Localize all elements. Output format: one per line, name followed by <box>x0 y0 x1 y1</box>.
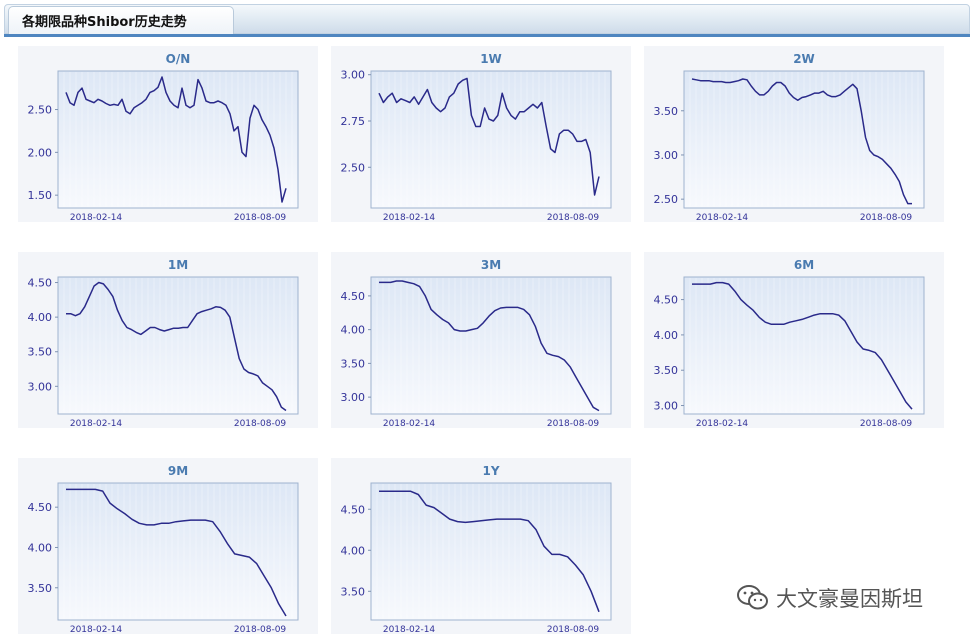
chart-panel-1m: 1M 4.50 4.00 3.50 3.00 2018-02-14 2018-08-09 <box>18 252 318 428</box>
x-tick-label: 2018-08-09 <box>234 213 287 222</box>
series-line <box>378 77 600 196</box>
series-line <box>379 490 600 613</box>
y-tick-label: 3.00 <box>341 69 366 82</box>
y-tick-label: 4.00 <box>28 541 53 554</box>
series-line <box>65 76 287 203</box>
y-tick-label: 4.00 <box>654 329 679 342</box>
chart-title: 6M <box>794 258 814 272</box>
chart-title: 2W <box>793 52 815 66</box>
chart-title: O/N <box>166 52 191 66</box>
wechat-icon <box>737 585 768 610</box>
x-tick-label: 2018-08-09 <box>547 419 600 428</box>
x-tick-label: 2018-02-14 <box>70 625 123 634</box>
y-tick-label: 4.00 <box>28 311 53 324</box>
chart-title: 1W <box>480 52 502 66</box>
y-tick-label: 3.50 <box>28 346 53 359</box>
chart-panel-3m: 3M 4.50 4.00 3.50 3.00 2018-02-14 2018-08-09 <box>331 252 631 428</box>
watermark: 大文豪曼因斯坦 <box>736 583 923 613</box>
y-tick-label: 4.50 <box>341 290 366 303</box>
series-line <box>691 78 912 205</box>
x-tick-label: 2018-02-14 <box>383 213 436 222</box>
header-underline <box>4 34 970 37</box>
y-tick-label: 4.00 <box>341 324 366 337</box>
y-tick-label: 3.00 <box>654 400 679 413</box>
y-tick-label: 2.50 <box>341 161 366 174</box>
x-tick-label: 2018-02-14 <box>696 419 749 428</box>
x-tick-label: 2018-02-14 <box>70 419 123 428</box>
y-tick-label: 3.00 <box>654 149 679 162</box>
chart-svg: 2W 3.50 3.00 2.50 2018-02-14 2018-08-09 <box>644 46 944 222</box>
chart-title: 1M <box>168 258 188 272</box>
chart-panel-2w: 2W 3.50 3.00 2.50 2018-02-14 2018-08-09 <box>644 46 944 222</box>
y-tick-label: 4.50 <box>28 501 53 514</box>
chart-title: 3M <box>481 258 501 272</box>
x-tick-label: 2018-08-09 <box>547 625 600 634</box>
chart-svg: 6M 4.50 4.00 3.50 3.00 2018-02-14 2018-08-09 <box>644 252 944 428</box>
x-tick-label: 2018-02-14 <box>383 625 436 634</box>
y-tick-label: 2.75 <box>341 115 366 128</box>
y-tick-label: 3.00 <box>28 380 53 393</box>
chart-svg: O/N 2.50 2.00 1.50 2018-02-14 2018-08-09 <box>18 46 318 222</box>
chart-svg: 3M 4.50 4.00 3.50 3.00 2018-02-14 2018-08-09 <box>331 252 631 428</box>
chart-panel-6m: 6M 4.50 4.00 3.50 3.00 2018-02-14 2018-08-09 <box>644 252 944 428</box>
x-tick-label: 2018-08-09 <box>860 213 913 222</box>
y-tick-label: 4.50 <box>28 277 53 290</box>
chart-panel-on: O/N 2.50 2.00 1.50 2018-02-14 2018-08-09 <box>18 46 318 222</box>
chart-svg: 1Y 4.50 4.00 3.50 2018-02-14 2018-08-09 <box>331 458 631 634</box>
y-tick-label: 2.00 <box>28 146 53 159</box>
y-tick-label: 4.00 <box>341 544 366 557</box>
page-title: 各期限品种Shibor历史走势 <box>22 15 187 30</box>
chart-title: 9M <box>168 464 188 478</box>
y-tick-label: 3.50 <box>654 105 679 118</box>
series-line <box>379 280 600 412</box>
chart-svg: 1M 4.50 4.00 3.50 3.00 2018-02-14 2018-08-09 <box>18 252 318 428</box>
chart-svg: 9M 4.50 4.00 3.50 2018-02-14 2018-08-09 <box>18 458 318 634</box>
x-tick-label: 2018-02-14 <box>696 213 749 222</box>
x-tick-label: 2018-08-09 <box>547 213 600 222</box>
y-tick-label: 3.50 <box>654 364 679 377</box>
series-line <box>66 281 287 412</box>
chart-title: 1Y <box>482 464 499 478</box>
y-tick-label: 2.50 <box>654 193 679 206</box>
y-tick-label: 3.00 <box>341 391 366 404</box>
header-tab <box>8 6 234 34</box>
y-tick-label: 4.50 <box>341 503 366 516</box>
series-line <box>692 281 913 410</box>
chart-panel-9m: 9M 4.50 4.00 3.50 2018-02-14 2018-08-09 <box>18 458 318 634</box>
series-line <box>66 488 287 617</box>
y-tick-label: 3.50 <box>341 585 366 598</box>
chart-panel-1w: 1W 3.00 2.75 2.50 2018-02-14 2018-08-09 <box>331 46 631 222</box>
x-tick-label: 2018-02-14 <box>70 213 123 222</box>
y-tick-label: 3.50 <box>341 357 366 370</box>
watermark-text: 大文豪曼因斯坦 <box>776 587 923 611</box>
y-tick-label: 3.50 <box>28 582 53 595</box>
x-tick-label: 2018-02-14 <box>383 419 436 428</box>
x-tick-label: 2018-08-09 <box>860 419 913 428</box>
chart-panel-1y: 1Y 4.50 4.00 3.50 2018-02-14 2018-08-09 <box>331 458 631 634</box>
y-tick-label: 4.50 <box>654 294 679 307</box>
chart-svg: 1W 3.00 2.75 2.50 2018-02-14 2018-08-09 <box>331 46 631 222</box>
y-tick-label: 2.50 <box>28 104 53 117</box>
y-tick-label: 1.50 <box>28 189 53 202</box>
x-tick-label: 2018-08-09 <box>234 419 287 428</box>
x-tick-label: 2018-08-09 <box>234 625 287 634</box>
